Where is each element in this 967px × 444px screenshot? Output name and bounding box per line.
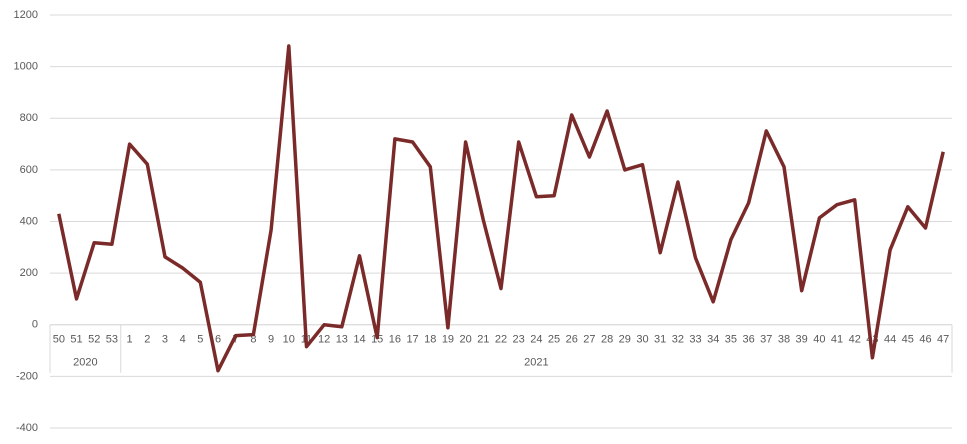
y-tick-label: 400 — [20, 215, 38, 227]
x-tick-label: 18 — [424, 334, 436, 346]
x-tick-label: 30 — [636, 334, 648, 346]
x-tick-label: 19 — [442, 334, 454, 346]
x-tick-label: 41 — [831, 334, 843, 346]
y-tick-label: 200 — [20, 267, 38, 279]
x-tick-label: 27 — [583, 334, 595, 346]
x-tick-label: 6 — [215, 334, 221, 346]
x-tick-label: 50 — [53, 334, 65, 346]
y-tick-label: 1000 — [14, 61, 38, 73]
y-tick-label: 800 — [20, 112, 38, 124]
x-tick-label: 7 — [233, 334, 239, 346]
x-tick-label: 53 — [106, 334, 118, 346]
x-tick-label: 23 — [513, 334, 525, 346]
x-tick-label: 14 — [353, 334, 365, 346]
x-tick-label: 1 — [127, 334, 133, 346]
x-tick-label: 2 — [144, 334, 150, 346]
x-tick-label: 46 — [919, 334, 931, 346]
x-tick-label: 51 — [70, 334, 82, 346]
x-tick-label: 15 — [371, 334, 383, 346]
x-tick-label: 16 — [389, 334, 401, 346]
x-group-label: 2021 — [524, 357, 548, 369]
x-group-label: 2020 — [73, 357, 97, 369]
y-tick-label: 600 — [20, 164, 38, 176]
x-tick-label: 37 — [760, 334, 772, 346]
x-tick-label: 20 — [460, 334, 472, 346]
x-tick-label: 12 — [318, 334, 330, 346]
x-tick-label: 5 — [197, 334, 203, 346]
x-tick-label: 24 — [530, 334, 542, 346]
y-tick-label: -400 — [16, 422, 38, 434]
data-line — [57, 44, 945, 373]
x-tick-label: 36 — [742, 334, 754, 346]
x-tick-label: 13 — [336, 334, 348, 346]
x-tick-label: 33 — [689, 334, 701, 346]
x-tick-label: 47 — [937, 334, 949, 346]
x-tick-label: 26 — [566, 334, 578, 346]
x-tick-label: 31 — [654, 334, 666, 346]
x-tick-label: 44 — [884, 334, 896, 346]
x-tick-label: 9 — [268, 334, 274, 346]
x-tick-label: 17 — [406, 334, 418, 346]
x-tick-label: 35 — [725, 334, 737, 346]
x-tick-label: 25 — [548, 334, 560, 346]
x-tick-label: 28 — [601, 334, 613, 346]
x-tick-label: 39 — [796, 334, 808, 346]
y-tick-label: 0 — [32, 319, 38, 331]
x-tick-label: 40 — [813, 334, 825, 346]
x-tick-label: 21 — [477, 334, 489, 346]
x-tick-label: 52 — [88, 334, 100, 346]
y-tick-label: -200 — [16, 370, 38, 382]
y-tick-label: 1200 — [14, 9, 38, 21]
x-tick-label: 45 — [902, 334, 914, 346]
x-tick-label: 22 — [495, 334, 507, 346]
x-tick-label: 32 — [672, 334, 684, 346]
x-tick-label: 4 — [180, 334, 186, 346]
x-tick-label: 3 — [162, 334, 168, 346]
x-tick-label: 42 — [849, 334, 861, 346]
x-tick-label: 29 — [619, 334, 631, 346]
x-tick-label: 10 — [283, 334, 295, 346]
x-tick-label: 34 — [707, 334, 719, 346]
x-tick-label: 8 — [250, 334, 256, 346]
x-tick-label: 38 — [778, 334, 790, 346]
